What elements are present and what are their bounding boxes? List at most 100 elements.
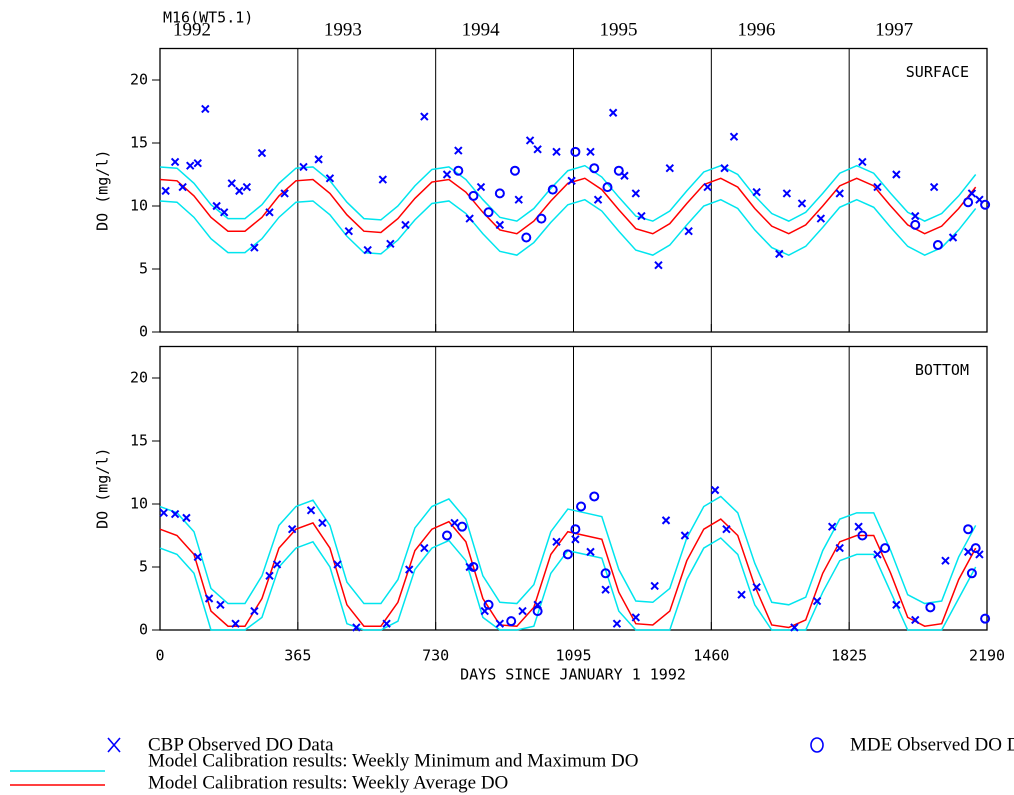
cbp-point xyxy=(212,201,221,211)
x-tick-label: 1095 xyxy=(555,647,591,665)
cbp-point xyxy=(703,182,712,192)
model-line xyxy=(159,164,977,222)
panel-label: BOTTOM xyxy=(915,361,969,379)
cbp-point xyxy=(257,148,267,158)
cbp-point xyxy=(525,136,535,145)
mde-point xyxy=(468,562,479,572)
mde-point xyxy=(880,543,891,554)
cbp-point xyxy=(454,146,463,155)
y-tick-label: 5 xyxy=(139,558,148,576)
mde-point xyxy=(613,165,624,176)
mde-point xyxy=(441,530,452,541)
cbp-point xyxy=(752,582,761,592)
cbp-point xyxy=(250,243,259,252)
cbp-point xyxy=(612,619,622,628)
cbp-point xyxy=(571,535,580,544)
cbp-point xyxy=(586,147,595,157)
cbp-point xyxy=(892,600,901,610)
cbp-point xyxy=(216,600,225,610)
legend-avg: Model Calibration results: Weekly Averag… xyxy=(148,772,508,793)
cbp-point xyxy=(941,556,950,565)
cbp-point xyxy=(227,179,236,188)
mde-point xyxy=(536,213,547,224)
year-label: 1997 xyxy=(875,19,913,40)
cbp-point xyxy=(608,108,618,117)
cbp-point xyxy=(219,208,229,217)
mde-point xyxy=(932,240,943,251)
year-label: 1996 xyxy=(737,19,775,40)
y-tick-label: 20 xyxy=(130,71,148,89)
cbp-point xyxy=(378,175,388,184)
cbp-point xyxy=(161,186,170,196)
cbp-point xyxy=(242,182,252,192)
legend-minmax: Model Calibration results: Weekly Minimu… xyxy=(148,750,638,771)
chart-title: M16(WT5.1) xyxy=(163,9,253,27)
cbp-point xyxy=(552,147,561,157)
cbp-point xyxy=(333,560,342,569)
cbp-point xyxy=(816,214,826,223)
cbp-point xyxy=(790,623,799,632)
y-tick-label: 10 xyxy=(130,495,148,513)
mde-point xyxy=(970,543,981,554)
mde-point xyxy=(483,599,494,610)
y-axis-label: DO (mg/l) xyxy=(94,448,112,529)
mde-point xyxy=(857,530,868,541)
cbp-point xyxy=(737,590,746,599)
cbp-point xyxy=(601,585,610,594)
mde-point xyxy=(453,165,464,176)
cbp-point xyxy=(420,543,429,553)
legend-cbp: CBP Observed DO Data xyxy=(148,734,334,755)
x-axis-label: DAYS SINCE JANUARY 1 1992 xyxy=(460,666,686,684)
cbp-point xyxy=(204,594,214,603)
y-tick-label: 0 xyxy=(139,323,148,341)
cbp-point xyxy=(401,220,410,230)
cbp-point xyxy=(287,524,297,534)
y-tick-label: 10 xyxy=(130,197,148,215)
cbp-point xyxy=(892,170,901,179)
y-tick-label: 5 xyxy=(139,260,148,278)
cbp-point xyxy=(518,606,527,616)
y-axis-label: DO (mg/l) xyxy=(94,150,112,231)
mde-point xyxy=(589,163,600,174)
cbp-point xyxy=(722,524,731,534)
cbp-point xyxy=(280,189,289,198)
x-tick-label: 1460 xyxy=(693,647,729,665)
mde-point xyxy=(570,524,581,535)
mde-point xyxy=(547,184,558,195)
mde-point xyxy=(980,199,991,210)
cbp-point xyxy=(775,249,784,259)
cbp-point xyxy=(265,571,274,581)
mde-point xyxy=(457,521,468,532)
cbp-point xyxy=(405,565,414,574)
x-tick-label: 2190 xyxy=(969,647,1005,665)
year-label: 1992 xyxy=(173,19,211,40)
mde-point xyxy=(521,232,532,243)
model-line xyxy=(159,518,977,629)
cbp-point xyxy=(265,208,274,217)
cbp-point xyxy=(812,596,822,606)
cbp-point xyxy=(858,157,867,167)
cbp-point xyxy=(720,163,729,173)
cbp-point xyxy=(386,239,395,249)
year-label: 1994 xyxy=(462,19,501,40)
panel-label: SURFACE xyxy=(906,63,969,81)
mde-point xyxy=(570,146,581,157)
cbp-point xyxy=(650,581,659,591)
cbp-point xyxy=(631,189,641,198)
cbp-point xyxy=(827,522,837,531)
cbp-point xyxy=(465,214,474,223)
cbp-point xyxy=(533,145,542,154)
cbp-point xyxy=(684,226,693,236)
mde-point xyxy=(576,501,587,512)
mde-point xyxy=(963,524,974,535)
mde-point xyxy=(562,549,573,560)
cbp-point xyxy=(586,547,595,557)
mde-point xyxy=(963,197,974,208)
cbp-point xyxy=(710,485,720,495)
cbp-point xyxy=(201,104,210,114)
cbp-point xyxy=(631,613,641,622)
cbp-point xyxy=(967,189,977,198)
mde-point xyxy=(925,602,936,613)
